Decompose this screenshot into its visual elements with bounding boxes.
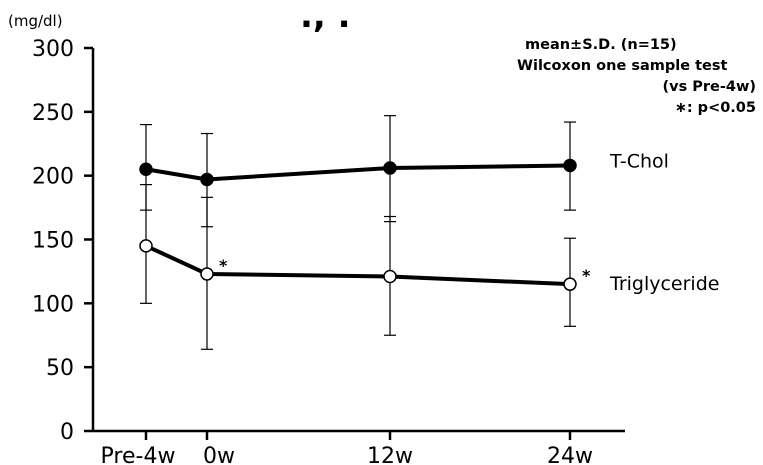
y-unit-label: (mg/dl) <box>8 12 63 30</box>
x-tick-label: 12w <box>367 444 413 465</box>
data-point <box>563 277 577 291</box>
y-tick-label: 200 <box>32 165 74 190</box>
x-tick-label: 24w <box>547 444 593 465</box>
data-point <box>383 161 397 175</box>
annotation-significance: ∗: p<0.05 <box>675 100 756 116</box>
x-ticks: Pre-4w 0w 12w 24w <box>101 431 593 465</box>
y-tick-label: 250 <box>32 101 74 126</box>
data-point <box>139 239 153 253</box>
y-ticks: 0 50 100 150 200 250 300 <box>32 37 93 445</box>
annotation-block: mean±S.D. (n=15) Wilcoxon one sample tes… <box>517 37 756 116</box>
series-t-chol: T-Chol <box>139 115 669 228</box>
x-tick-label: Pre-4w <box>101 444 176 465</box>
data-point <box>383 269 397 284</box>
significance-marker: * <box>582 266 591 285</box>
y-tick-label: 50 <box>46 356 74 381</box>
series-line <box>145 244 571 287</box>
data-point <box>563 158 577 173</box>
y-tick-label: 100 <box>32 292 74 317</box>
data-point <box>139 162 153 177</box>
series-triglyceride: * * Triglyceride <box>139 184 719 350</box>
y-tick-label: 300 <box>32 37 74 62</box>
annotation-mean-sd: mean±S.D. (n=15) <box>525 37 677 53</box>
data-point <box>200 172 214 187</box>
y-tick-label: 150 <box>32 229 74 254</box>
data-point <box>200 267 214 281</box>
series-layer: T-Chol * * Triglyceride <box>139 115 719 350</box>
x-tick-label: 0w <box>203 444 235 465</box>
series-line <box>145 163 571 182</box>
axes <box>91 48 625 433</box>
cropped-title-fragment: ., . <box>300 0 351 36</box>
y-tick-label: 0 <box>60 420 74 445</box>
series-label: Triglyceride <box>609 273 719 295</box>
significance-marker: * <box>219 256 228 275</box>
annotation-reference: (vs Pre-4w) <box>663 79 757 95</box>
series-label: T-Chol <box>609 150 669 172</box>
annotation-test: Wilcoxon one sample test <box>517 58 727 74</box>
